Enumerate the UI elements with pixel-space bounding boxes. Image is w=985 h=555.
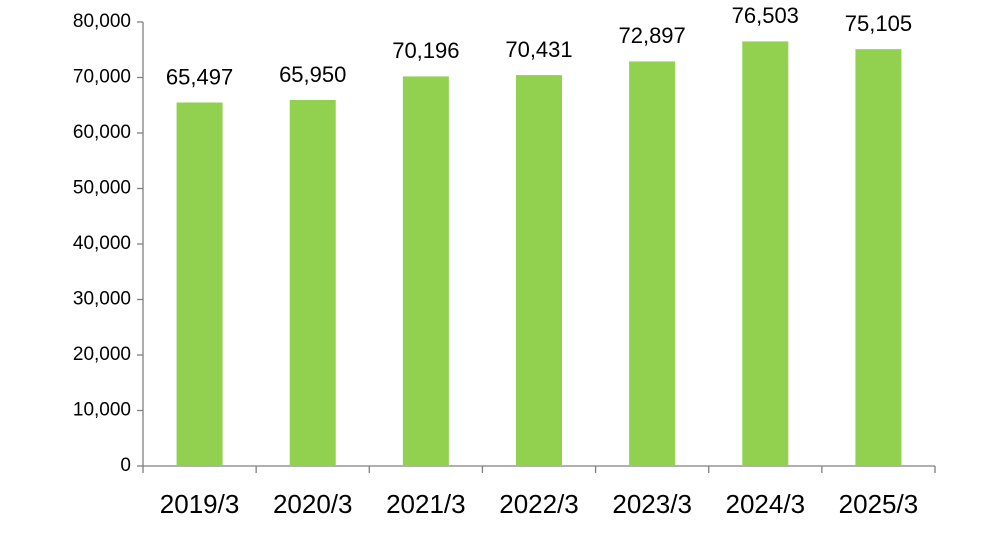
x-tick-label: 2024/3 (726, 489, 806, 519)
x-tick-label: 2022/3 (499, 489, 579, 519)
value-label: 65,497 (166, 64, 233, 89)
y-tick-label: 50,000 (73, 178, 131, 199)
y-tick-label: 0 (120, 455, 131, 476)
value-label: 75,105 (845, 11, 912, 36)
bar (742, 41, 789, 466)
value-label: 76,503 (732, 3, 799, 28)
value-label: 70,196 (392, 38, 459, 63)
bar (629, 61, 676, 466)
bar (289, 99, 336, 466)
x-tick-label: 2019/3 (160, 489, 240, 519)
y-tick-label: 60,000 (73, 122, 131, 143)
y-tick-label: 40,000 (73, 233, 131, 254)
bar (402, 76, 449, 466)
x-tick-label: 2025/3 (839, 489, 919, 519)
y-tick-label: 80,000 (73, 11, 131, 32)
bar (855, 49, 902, 467)
value-label: 70,431 (505, 37, 572, 62)
bar (516, 75, 562, 467)
x-tick-label: 2023/3 (612, 489, 692, 519)
y-tick-label: 70,000 (73, 67, 131, 88)
value-label: 72,897 (618, 23, 685, 48)
x-tick-label: 2020/3 (273, 489, 353, 519)
x-tick-label: 2021/3 (386, 489, 466, 519)
value-label: 65,950 (279, 62, 346, 87)
y-tick-label: 30,000 (73, 289, 131, 310)
y-tick-label: 10,000 (73, 400, 131, 421)
bar (176, 102, 223, 467)
y-tick-label: 20,000 (73, 344, 131, 365)
